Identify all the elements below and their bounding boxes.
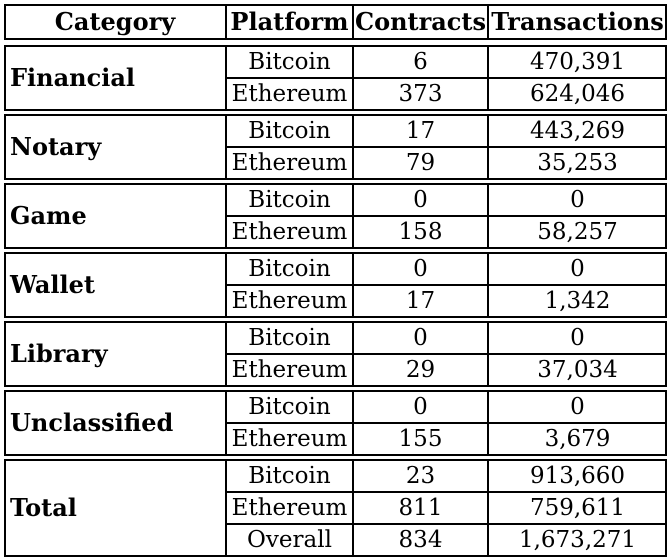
platform-cell: Bitcoin bbox=[248, 255, 331, 282]
table-rule bbox=[4, 321, 667, 323]
transactions-cell: 0 bbox=[570, 324, 585, 351]
platform-cell: Ethereum bbox=[231, 494, 348, 521]
table-rule bbox=[4, 454, 667, 456]
platform-cell: Bitcoin bbox=[248, 393, 331, 420]
table-rule bbox=[352, 460, 354, 556]
contracts-cell: 0 bbox=[413, 255, 428, 282]
category-label: Wallet bbox=[10, 270, 96, 299]
contracts-cell: 0 bbox=[413, 324, 428, 351]
platform-cell: Ethereum bbox=[231, 80, 348, 107]
platform-cell: Ethereum bbox=[231, 218, 348, 245]
table-rule bbox=[226, 284, 667, 286]
table-rule bbox=[4, 4, 667, 6]
transactions-cell: 0 bbox=[570, 393, 585, 420]
platform-cell: Bitcoin bbox=[248, 324, 331, 351]
transactions-cell: 3,679 bbox=[544, 425, 611, 452]
table-rule bbox=[226, 491, 667, 493]
contracts-cell: 0 bbox=[413, 393, 428, 420]
transactions-cell: 0 bbox=[570, 186, 585, 213]
contracts-cell: 79 bbox=[405, 149, 436, 176]
table-rule bbox=[4, 459, 667, 461]
table-rule bbox=[4, 385, 667, 387]
transactions-cell: 759,611 bbox=[529, 494, 626, 521]
transactions-cell: 624,046 bbox=[529, 80, 626, 107]
category-label: Library bbox=[10, 339, 108, 368]
table-rule bbox=[4, 114, 667, 116]
table-rule bbox=[226, 422, 667, 424]
transactions-cell: 1,342 bbox=[544, 287, 611, 314]
category-label: Financial bbox=[10, 63, 136, 92]
table-rule bbox=[4, 178, 667, 180]
transactions-cell: 1,673,271 bbox=[518, 526, 637, 553]
platform-cell: Ethereum bbox=[231, 287, 348, 314]
table-rule bbox=[665, 460, 667, 556]
table-rule bbox=[4, 183, 667, 185]
category-label: Game bbox=[10, 201, 87, 230]
table-rule bbox=[487, 4, 489, 39]
header-category: Category bbox=[54, 6, 176, 36]
contracts-cell: 158 bbox=[398, 218, 443, 245]
transactions-cell: 913,660 bbox=[529, 462, 626, 489]
table-rule bbox=[4, 391, 6, 455]
transactions-cell: 470,391 bbox=[529, 48, 626, 75]
platform-cell: Bitcoin bbox=[248, 48, 331, 75]
platform-cell: Ethereum bbox=[231, 149, 348, 176]
table-rule bbox=[226, 146, 667, 148]
header-transactions: Transactions bbox=[491, 6, 664, 36]
table-rule bbox=[4, 316, 667, 318]
table-rule bbox=[226, 523, 667, 525]
transactions-cell: 58,257 bbox=[537, 218, 618, 245]
table-rule bbox=[225, 4, 227, 39]
table-rule bbox=[4, 253, 6, 317]
table-rule bbox=[226, 77, 667, 79]
contracts-cell: 17 bbox=[405, 117, 436, 144]
category-label: Total bbox=[10, 493, 77, 522]
category-label: Unclassified bbox=[10, 408, 174, 437]
table-rule bbox=[4, 109, 667, 111]
contracts-cell: 6 bbox=[413, 48, 428, 75]
contracts-cell: 811 bbox=[398, 494, 443, 521]
platform-cell: Bitcoin bbox=[248, 462, 331, 489]
platform-cell: Bitcoin bbox=[248, 117, 331, 144]
transactions-cell: 35,253 bbox=[537, 149, 618, 176]
header-platform: Platform bbox=[230, 6, 349, 36]
table-rule bbox=[487, 460, 489, 556]
table-rule bbox=[4, 45, 667, 47]
table-rule bbox=[4, 252, 667, 254]
table-rule bbox=[4, 390, 667, 392]
contracts-cell: 834 bbox=[398, 526, 443, 553]
category-label: Notary bbox=[10, 132, 102, 161]
contracts-cell: 373 bbox=[398, 80, 443, 107]
table-rule bbox=[4, 184, 6, 248]
table-rule bbox=[4, 322, 6, 386]
table-rule bbox=[4, 46, 6, 110]
table-rule bbox=[226, 353, 667, 355]
table-rule bbox=[4, 460, 6, 556]
header-contracts: Contracts bbox=[354, 6, 487, 36]
contracts-cell: 0 bbox=[413, 186, 428, 213]
table-rule bbox=[665, 4, 667, 39]
table-rule bbox=[226, 215, 667, 217]
platform-cell: Bitcoin bbox=[248, 186, 331, 213]
table-rule bbox=[4, 115, 6, 179]
contracts-cell: 17 bbox=[405, 287, 436, 314]
table-rule bbox=[4, 38, 667, 40]
platform-cell: Overall bbox=[247, 526, 332, 553]
contracts-cell: 23 bbox=[405, 462, 436, 489]
platform-cell: Ethereum bbox=[231, 425, 348, 452]
platform-cell: Ethereum bbox=[231, 356, 348, 383]
contracts-cell: 29 bbox=[405, 356, 436, 383]
table-rule bbox=[225, 460, 227, 556]
data-table: Category Platform Contracts Transactions Fin… bbox=[4, 4, 667, 557]
table-rule bbox=[4, 247, 667, 249]
transactions-cell: 0 bbox=[570, 255, 585, 282]
contracts-cell: 155 bbox=[398, 425, 443, 452]
transactions-cell: 443,269 bbox=[529, 117, 626, 144]
table-rule bbox=[4, 4, 6, 39]
table-rule bbox=[352, 4, 354, 39]
transactions-cell: 37,034 bbox=[537, 356, 618, 383]
